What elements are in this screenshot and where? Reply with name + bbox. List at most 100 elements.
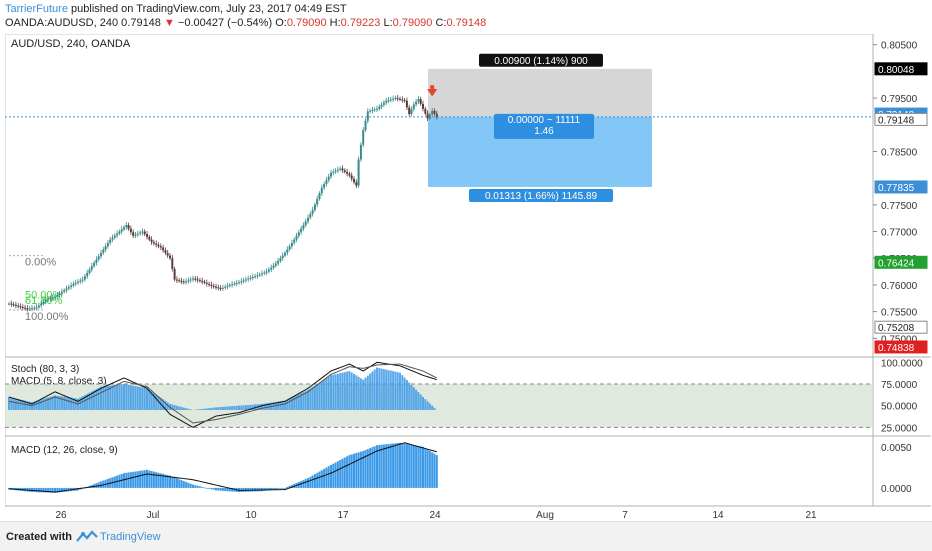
candle-body [169, 256, 171, 259]
macd-bar [417, 446, 419, 488]
fast-macd-bar [38, 400, 40, 410]
candle-body [268, 270, 270, 272]
y-tick-label: 0.76000 [881, 281, 918, 292]
macd-bar [319, 472, 321, 488]
macd-bar [328, 466, 330, 488]
candle-body [54, 297, 56, 298]
macd-bar [169, 476, 171, 488]
tradingview-brand[interactable]: TradingView [100, 531, 161, 543]
fast-macd-bar [429, 404, 431, 411]
macd-bar [406, 444, 408, 488]
candle-body [296, 236, 298, 240]
fast-macd-bar [312, 387, 314, 410]
candle-body [376, 109, 378, 110]
candle-body [236, 283, 238, 284]
macd-bar [153, 472, 155, 488]
fast-macd-bar [199, 409, 201, 410]
fast-macd-bar [148, 390, 150, 410]
fast-macd-bar [424, 399, 426, 410]
price-label: 0.75208 [878, 323, 915, 334]
macd-bar [208, 488, 210, 489]
candle-body [429, 115, 431, 119]
close-value: 0.79148 [446, 17, 486, 29]
candle-body [68, 287, 70, 289]
candle-body [415, 102, 417, 105]
created-with-label: Created with [6, 531, 72, 543]
macd-bar [346, 456, 348, 488]
candle-body [342, 169, 344, 171]
fast-macd-bar [353, 374, 355, 410]
candle-body [279, 258, 281, 261]
candle-body [300, 229, 302, 233]
macd-bar [36, 488, 38, 492]
candle-body [385, 101, 387, 103]
fast-macd-bar [220, 407, 222, 410]
candle-body [91, 266, 93, 269]
fast-macd-bar [70, 398, 72, 410]
macd-bar [358, 452, 360, 488]
fast-macd-bar [215, 407, 217, 410]
candle-body [148, 237, 150, 240]
y-tick-label: 0.77500 [881, 201, 918, 212]
fast-macd-bar [362, 380, 364, 410]
candle-body [84, 276, 86, 279]
macd-bar [183, 481, 185, 488]
candle-body [434, 111, 436, 114]
candle-body [392, 99, 394, 100]
entry-label: 0.00000 ~ 11111 [508, 115, 581, 126]
candle-body [204, 282, 206, 283]
candle-body [141, 232, 143, 233]
candle-body [102, 250, 104, 253]
fast-macd-bar [339, 373, 341, 410]
fast-macd-bar [316, 384, 318, 410]
macd-bar [135, 472, 137, 488]
chart-canvas[interactable]: 0.805000.795000.785000.775000.770000.765… [5, 34, 931, 520]
candle-body [436, 114, 438, 117]
stoch-y-tick: 25.0000 [881, 423, 918, 434]
macd-bar [123, 473, 125, 488]
candle-body [187, 280, 189, 281]
fast-macd-bar [224, 407, 226, 410]
macd-bar [309, 477, 311, 488]
fast-macd-bar [118, 385, 120, 410]
candle-body [408, 107, 410, 114]
fast-macd-bar [289, 398, 291, 410]
price-label: 0.77835 [878, 183, 915, 194]
fast-macd-bar [348, 371, 350, 410]
macd-bar [307, 478, 309, 488]
candle-body [181, 281, 183, 282]
price-label: 0.76424 [878, 258, 915, 269]
candle-body [137, 234, 139, 235]
fast-macd-bar [68, 397, 70, 410]
fast-macd-bar [381, 369, 383, 410]
candle-body [8, 304, 10, 305]
fast-macd-bar [388, 370, 390, 410]
candle-body [256, 275, 258, 276]
author-link[interactable]: TarrierFuture [5, 3, 68, 15]
candle-body [38, 305, 40, 307]
fast-macd-bar [128, 385, 130, 410]
x-tick-label: 24 [429, 510, 441, 520]
fast-macd-bar [233, 406, 235, 410]
candle-body [316, 199, 318, 205]
fast-macd-bar [337, 374, 339, 410]
candle-body [227, 286, 229, 287]
fast-macd-bar [176, 406, 178, 410]
fast-macd-bar [66, 397, 68, 410]
risk-reward-ratio: 1.46 [534, 126, 554, 137]
fast-macd-bar [109, 386, 111, 410]
candle-body [109, 240, 111, 243]
stoch-title: Stoch (80, 3, 3) [11, 364, 79, 375]
low-label: L: [383, 17, 392, 29]
fast-macd-bar [342, 373, 344, 410]
candle-body [328, 177, 330, 181]
macd-bar [362, 451, 364, 488]
candle-body [61, 292, 63, 294]
fast-macd-bar [141, 387, 143, 410]
macd-bar [302, 480, 304, 488]
last-price: 0.79148 [121, 17, 161, 29]
candle-body [121, 229, 123, 231]
candle-body [371, 110, 373, 111]
fast-macd-bar [210, 408, 212, 410]
fast-macd-bar [213, 408, 215, 410]
